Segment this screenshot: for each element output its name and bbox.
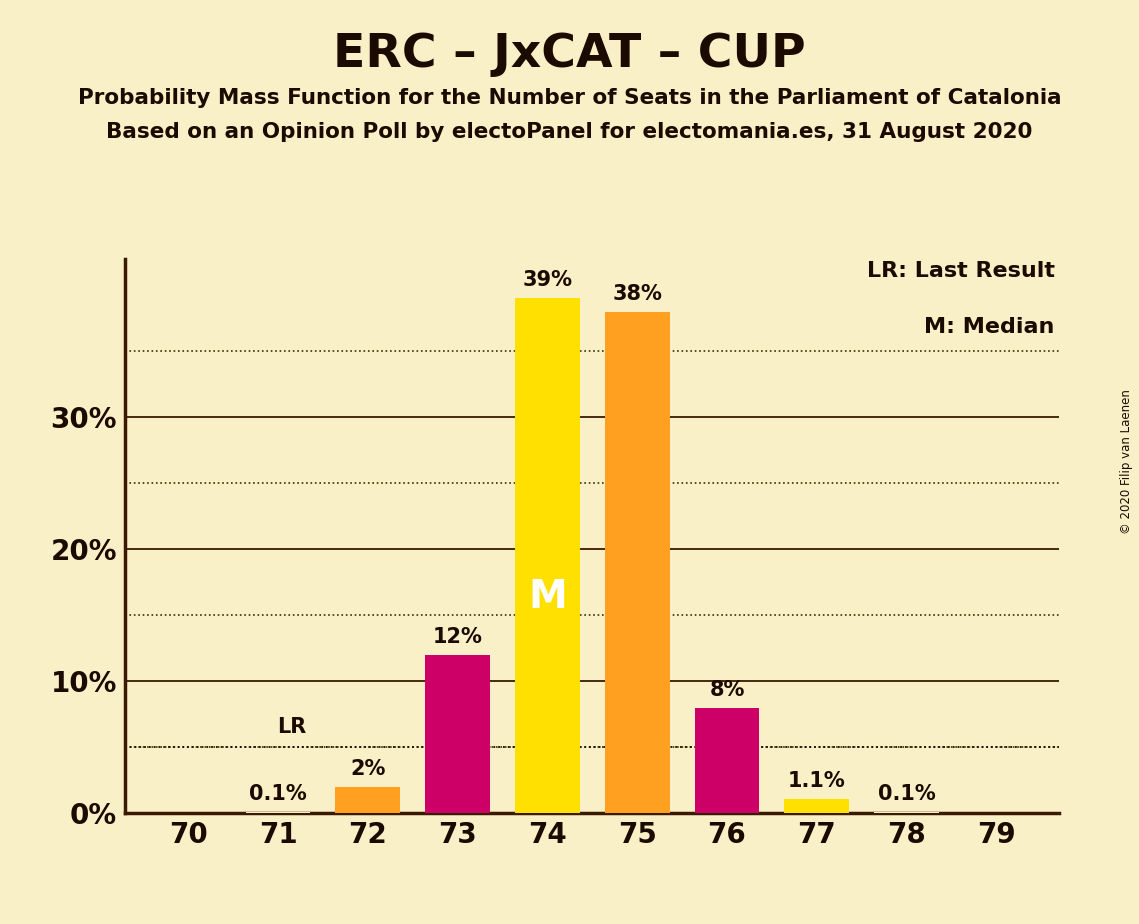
Bar bbox=[695, 708, 760, 813]
Text: Based on an Opinion Poll by electoPanel for electomania.es, 31 August 2020: Based on an Opinion Poll by electoPanel … bbox=[106, 122, 1033, 142]
Text: ERC – JxCAT – CUP: ERC – JxCAT – CUP bbox=[333, 32, 806, 78]
Text: 2%: 2% bbox=[350, 759, 385, 779]
Text: 1.1%: 1.1% bbox=[788, 771, 845, 791]
Text: LR: Last Result: LR: Last Result bbox=[867, 261, 1055, 282]
Text: 0.1%: 0.1% bbox=[878, 784, 935, 804]
Bar bbox=[335, 786, 400, 813]
Text: Probability Mass Function for the Number of Seats in the Parliament of Catalonia: Probability Mass Function for the Number… bbox=[77, 88, 1062, 108]
Bar bbox=[515, 298, 580, 813]
Text: © 2020 Filip van Laenen: © 2020 Filip van Laenen bbox=[1121, 390, 1133, 534]
Text: 38%: 38% bbox=[613, 284, 662, 304]
Bar bbox=[246, 812, 310, 813]
Text: M: Median: M: Median bbox=[924, 317, 1055, 337]
Bar bbox=[425, 655, 490, 813]
Bar bbox=[785, 798, 849, 813]
Text: 8%: 8% bbox=[710, 679, 745, 699]
Text: 39%: 39% bbox=[523, 271, 573, 290]
Bar bbox=[605, 311, 670, 813]
Text: 12%: 12% bbox=[433, 626, 483, 647]
Text: LR: LR bbox=[277, 716, 306, 736]
Text: 0.1%: 0.1% bbox=[249, 784, 306, 804]
Bar bbox=[875, 812, 939, 813]
Text: M: M bbox=[528, 578, 567, 616]
